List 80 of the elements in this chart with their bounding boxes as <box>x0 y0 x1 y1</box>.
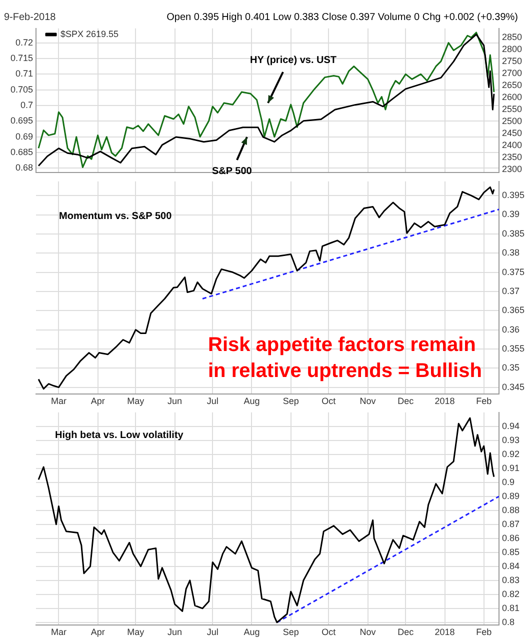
text: Open 0.395 High 0.401 Low 0.383 Close 0.397 Volume 0 Chg +0.002 (+0.39%) <box>166 12 518 23</box>
x-tick-label: 2018 <box>434 627 455 638</box>
y-tick-label: 0.84 <box>502 560 520 571</box>
y2-tick-label: 2700 <box>502 68 522 78</box>
x-tick-label: Apr <box>90 396 105 406</box>
y-tick-label: 0.68 <box>15 162 33 173</box>
y-tick-label: 0.39 <box>502 209 520 220</box>
x-tick-label: Mar <box>50 396 66 406</box>
x-tick-label: Apr <box>90 627 105 638</box>
y-tick-label: 0.86 <box>502 532 520 543</box>
y-tick-label: 0.69 <box>15 131 33 142</box>
x-tick-label: Nov <box>360 627 376 638</box>
y-tick-label: 0.365 <box>502 305 525 316</box>
y2-tick-label: 2850 <box>502 32 522 42</box>
y-tick-label: 0.93 <box>502 434 520 445</box>
y2-tick-label: 2450 <box>502 128 522 138</box>
y-tick-label: 0.355 <box>502 343 525 354</box>
y2-tick-label: 2550 <box>502 104 522 114</box>
x-tick-label: Aug <box>244 396 260 406</box>
y-tick-label: 0.9 <box>502 476 515 487</box>
y-tick-label: 0.7 <box>20 100 33 110</box>
x-tick-label: Sep <box>282 627 299 638</box>
x-tick-label: Nov <box>360 396 376 406</box>
y-tick-label: 0.82 <box>502 588 520 599</box>
y-tick-label: 0.83 <box>502 574 520 585</box>
x-tick-label: Dec <box>398 396 414 406</box>
y-tick-label: 0.72 <box>15 37 33 48</box>
chart-subtitle: 9-Feb-2018 <box>4 12 56 23</box>
y-tick-label: 0.81 <box>502 602 520 613</box>
x-tick-label: Dec <box>398 627 414 638</box>
y-tick-label: 0.89 <box>502 490 520 501</box>
annotation: Risk appetite factors remain <box>208 334 476 356</box>
annotation: HY (price) vs. UST <box>250 55 337 66</box>
x-tick-label: May <box>127 627 145 638</box>
y-tick-label: 0.385 <box>502 228 525 238</box>
y2-tick-label: 2750 <box>502 56 522 66</box>
x-tick-label: Feb <box>476 396 492 406</box>
x-tick-label: Aug <box>244 627 260 638</box>
x-tick-label: 2018 <box>434 396 455 406</box>
x-tick-label: Feb <box>476 627 492 638</box>
x-tick-label: Oct <box>322 396 336 406</box>
x-tick-label: May <box>127 396 145 406</box>
annotation: S&P 500 <box>212 166 252 177</box>
y2-tick-label: 2600 <box>502 92 522 102</box>
y-tick-label: 0.685 <box>10 147 33 158</box>
y-tick-label: 0.8 <box>502 616 515 627</box>
y-tick-label: 0.715 <box>10 52 33 63</box>
x-tick-label: Jul <box>206 627 218 638</box>
y-tick-label: 0.88 <box>502 504 520 515</box>
x-tick-label: Mar <box>50 627 66 638</box>
y-tick-label: 0.92 <box>502 448 520 459</box>
annotation: Momentum vs. S&P 500 <box>59 211 172 222</box>
y2-tick-label: 2800 <box>502 44 522 54</box>
y2-tick-label: 2400 <box>502 140 522 150</box>
y-tick-label: 0.94 <box>502 420 520 431</box>
x-tick-label: Jul <box>206 396 218 406</box>
y-tick-label: 0.85 <box>502 546 520 557</box>
y-tick-label: 0.395 <box>502 190 525 200</box>
y-tick-label: 0.37 <box>502 286 520 296</box>
y-tick-label: 0.705 <box>10 84 33 94</box>
y2-tick-label: 2300 <box>502 164 522 174</box>
y-tick-label: 0.71 <box>15 68 33 79</box>
annotation: High beta vs. Low volatility <box>55 430 184 441</box>
legend-label: $SPX 2619.55 <box>60 28 119 39</box>
y2-tick-label: 2350 <box>502 152 522 162</box>
annotation: in relative uptrends = Bullish <box>208 360 482 382</box>
y-tick-label: 0.87 <box>502 518 520 529</box>
y-tick-label: 0.695 <box>10 116 33 126</box>
y-tick-label: 0.35 <box>502 362 520 373</box>
x-tick-label: Jun <box>168 627 182 638</box>
y-tick-label: 0.36 <box>502 324 520 334</box>
y-tick-label: 0.375 <box>502 266 525 277</box>
y-tick-label: 0.345 <box>502 382 525 392</box>
y2-tick-label: 2500 <box>502 116 522 126</box>
y-tick-label: 0.38 <box>502 248 520 258</box>
x-tick-label: Sep <box>282 396 299 406</box>
y2-tick-label: 2650 <box>502 80 522 90</box>
x-tick-label: Jun <box>168 396 182 406</box>
y-tick-label: 0.91 <box>502 462 520 473</box>
x-tick-label: Oct <box>322 627 336 638</box>
